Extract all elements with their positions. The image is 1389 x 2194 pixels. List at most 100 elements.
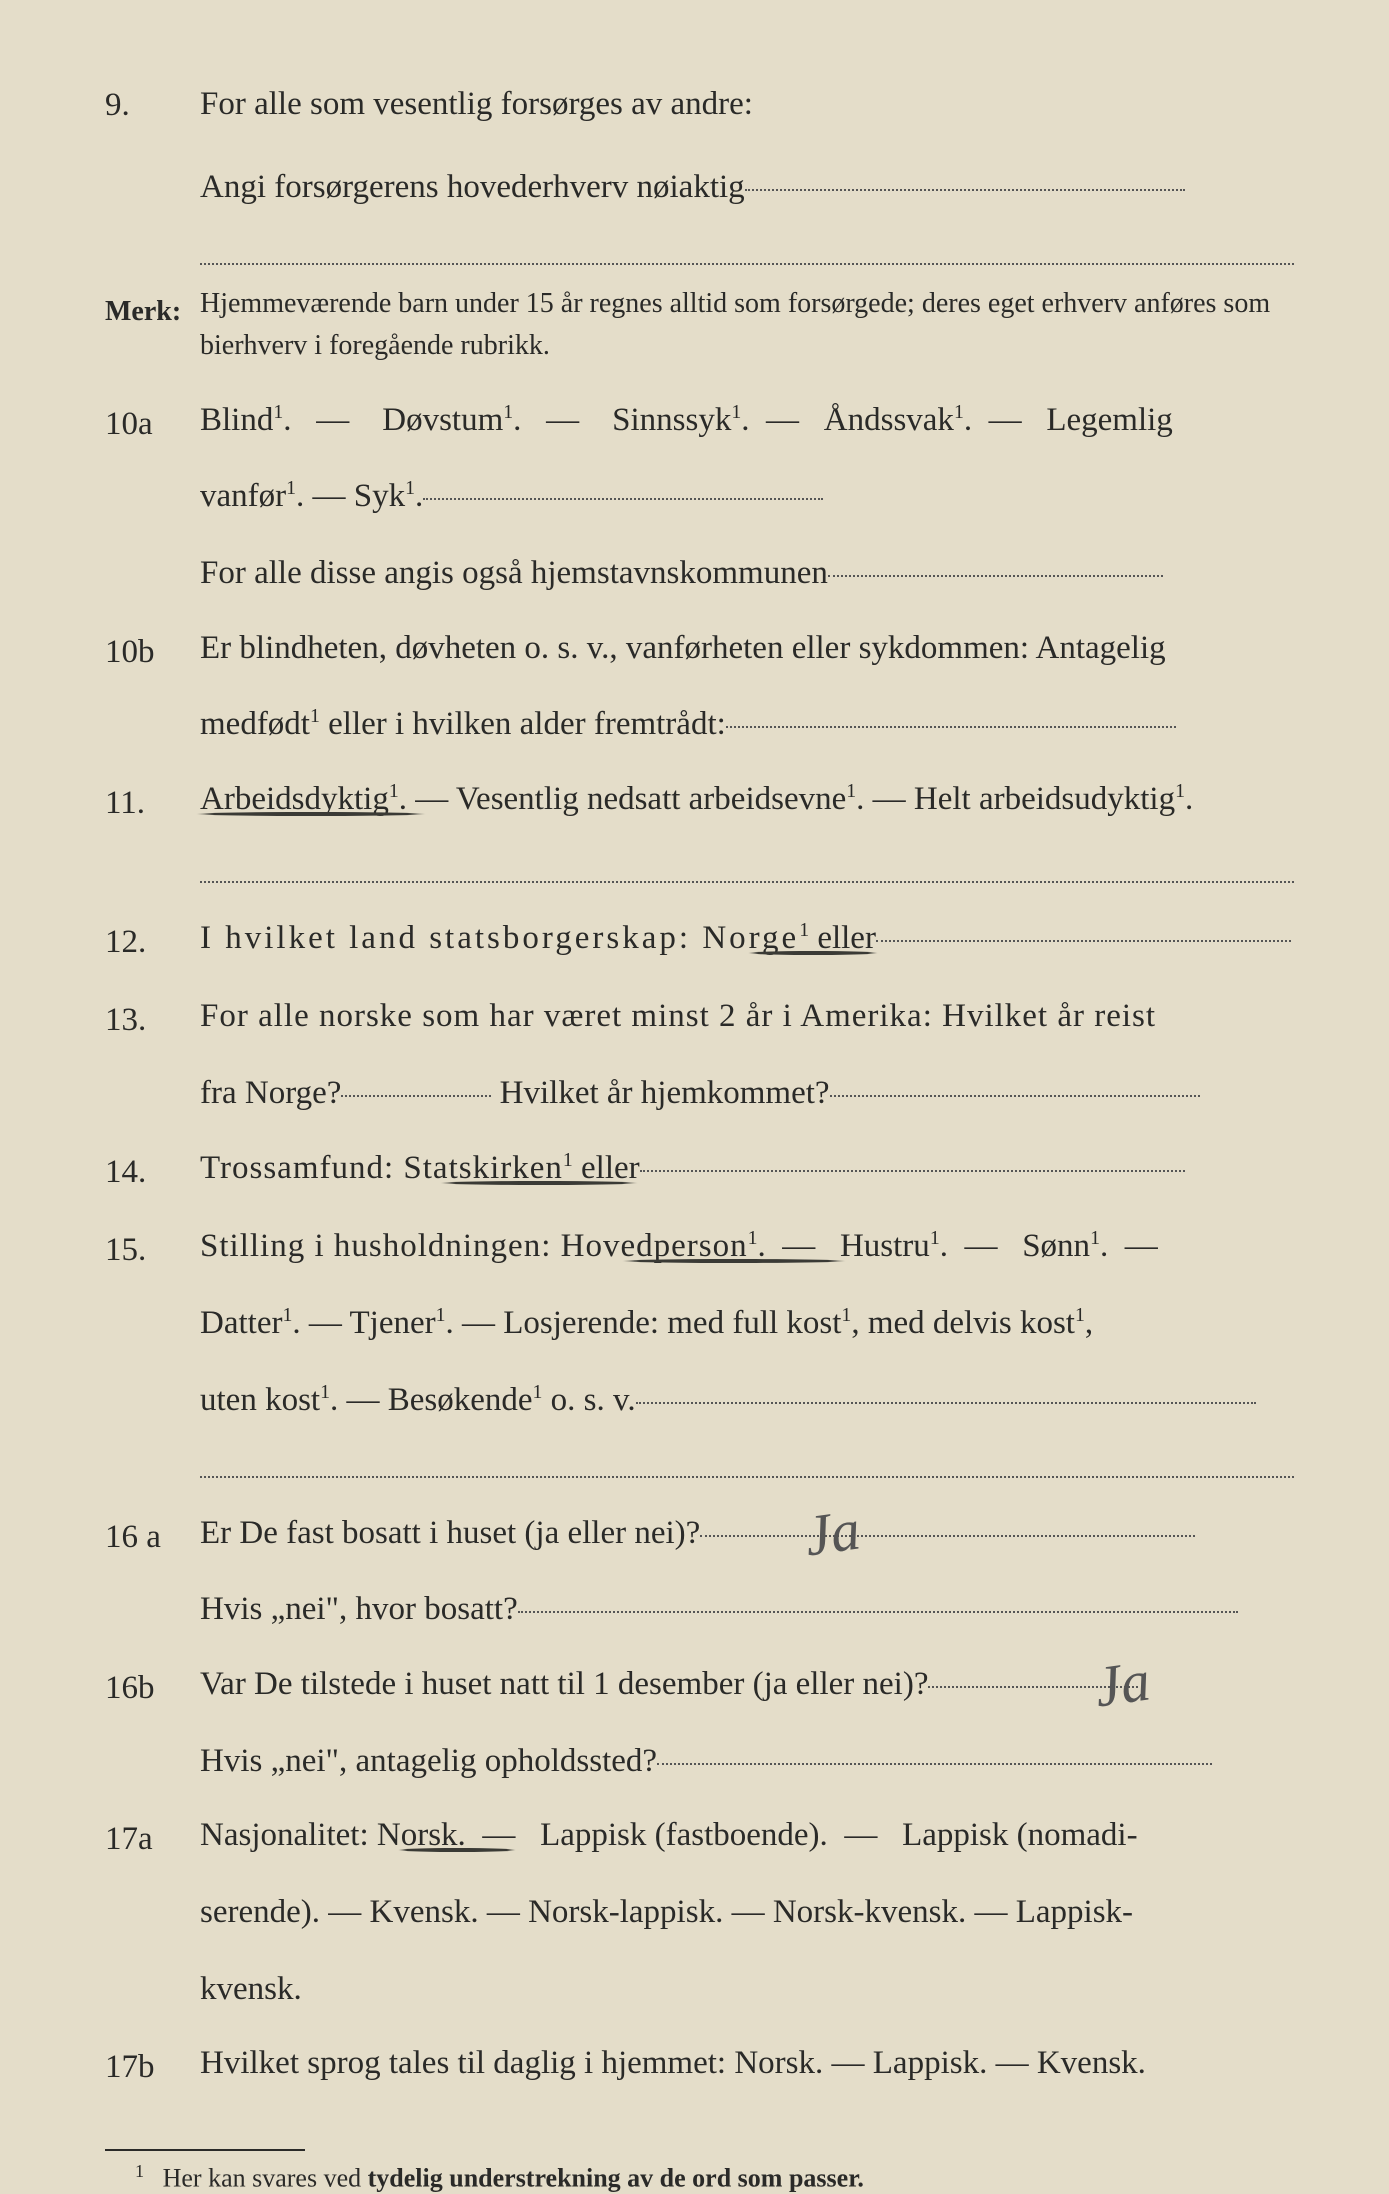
q16b-line1-text: Var De tilstede i huset natt til 1 desem… <box>200 1666 928 1702</box>
opt-uten-kost[interactable]: uten kost <box>200 1382 320 1418</box>
opt-medfodt[interactable]: medfødt <box>200 706 310 742</box>
footnote-rule <box>105 2149 305 2151</box>
blank-line[interactable] <box>726 726 1176 728</box>
question-16b: 16b Var De tilstede i huset natt til 1 d… <box>105 1653 1294 1792</box>
q10a-line3-text: For alle disse angis også hjemstavnskomm… <box>200 555 828 591</box>
q14-content: Trossamfund: Statskirken1 eller <box>200 1137 1294 1200</box>
q15-number: 15. <box>105 1215 200 1282</box>
opt-lappisk-kvensk-a[interactable]: Lappisk- <box>1016 1894 1133 1930</box>
question-15: 15. Stilling i husholdningen: Hovedperso… <box>105 1215 1294 1431</box>
q9-content: For alle som vesentlig forsørges av andr… <box>200 70 1294 223</box>
q16a-line2-text: Hvis „nei", hvor bosatt? <box>200 1591 518 1627</box>
opt-delvis-kost[interactable]: , med delvis kost <box>851 1305 1075 1341</box>
blank-line[interactable] <box>876 940 1291 942</box>
q10b-content: Er blindheten, døvheten o. s. v., vanfør… <box>200 617 1294 756</box>
opt-syk[interactable]: Syk <box>354 478 405 514</box>
q10a-line3: For alle disse angis også hjemstavnskomm… <box>200 555 1163 591</box>
opt-blind[interactable]: Blind <box>200 402 273 438</box>
blank-line[interactable] <box>423 498 823 500</box>
q9-line1: For alle som vesentlig forsørges av andr… <box>200 70 1294 139</box>
pen-underline-arbeidsdyktig <box>196 812 426 816</box>
q17a-line1: Nasjonalitet: Norsk. — Lappisk (fastboen… <box>200 1804 1294 1867</box>
opt-nedsatt[interactable]: Vesentlig nedsatt arbeidsevne <box>456 781 846 817</box>
blank-line[interactable] <box>745 189 1185 191</box>
q10b-line2: medfødt1 eller i hvilken alder fremtrådt… <box>200 706 1176 742</box>
opt-legemlig[interactable]: Legemlig <box>1046 402 1172 438</box>
q10b-line1: Er blindheten, døvheten o. s. v., vanfør… <box>200 617 1294 680</box>
q10a-content: Blind1. — Døvstum1. — Sinnssyk1. — Åndss… <box>200 389 1294 605</box>
q16a-content: Er De fast bosatt i huset (ja eller nei)… <box>200 1502 1294 1641</box>
opt-norsk-lappisk[interactable]: Norsk-lappisk. <box>528 1894 723 1930</box>
question-9: 9. For alle som vesentlig forsørges av a… <box>105 70 1294 223</box>
blank-full-line[interactable] <box>200 1476 1294 1478</box>
opt-hustru[interactable]: Hustru <box>840 1228 930 1264</box>
blank-line[interactable] <box>636 1402 1256 1404</box>
q11-number: 11. <box>105 768 200 835</box>
q12-number: 12. <box>105 907 200 974</box>
q11-content: Arbeidsdyktig1. — Vesentlig nedsatt arbe… <box>200 768 1294 831</box>
q9-line2: Angi forsørgerens hovederhverv nøiaktig <box>200 169 745 205</box>
q10a-line1: Blind1. — Døvstum1. — Sinnssyk1. — Åndss… <box>200 389 1294 452</box>
q13-line1: For alle norske som har været minst 2 år… <box>200 985 1294 1048</box>
footnote-number: 1 <box>135 2161 144 2181</box>
opt-kvensk[interactable]: Kvensk. <box>370 1894 479 1930</box>
footnote-text: Her kan svares ved <box>163 2164 368 2193</box>
blank-line[interactable] <box>518 1611 1238 1613</box>
q16a-line2: Hvis „nei", hvor bosatt? <box>200 1591 1238 1627</box>
blank-line[interactable] <box>341 1095 491 1097</box>
q13-line2: fra Norge? Hvilket år hjemkommet? <box>200 1075 1200 1111</box>
opt-besokende[interactable]: Besøkende <box>388 1382 533 1418</box>
question-12: 12. I hvilket land statsborgerskap: Norg… <box>105 907 1294 974</box>
opt-sprog-lappisk[interactable]: Lappisk. <box>873 2045 988 2081</box>
q15-line2: Datter1. — Tjener1. — Losjerende: med fu… <box>200 1292 1294 1355</box>
blank-line[interactable] <box>828 575 1163 577</box>
q12-content: I hvilket land statsborgerskap: Norge1 e… <box>200 907 1294 970</box>
census-form-page: 9. For alle som vesentlig forsørges av a… <box>105 70 1294 2194</box>
blank-full-line[interactable] <box>200 263 1294 265</box>
q16b-line2: Hvis „nei", antagelig opholdssted? <box>200 1743 1212 1779</box>
q13-line2a: fra Norge? <box>200 1075 341 1111</box>
blank-line[interactable] <box>640 1170 1185 1172</box>
opt-andssvak[interactable]: Åndssvak <box>824 402 954 438</box>
question-10a: 10a Blind1. — Døvstum1. — Sinnssyk1. — Å… <box>105 389 1294 605</box>
opt-dovstum[interactable]: Døvstum <box>382 402 503 438</box>
q13-number: 13. <box>105 985 200 1052</box>
q14-number: 14. <box>105 1137 200 1204</box>
question-16a: 16 a Er De fast bosatt i huset (ja eller… <box>105 1502 1294 1641</box>
opt-lappisk-nomad-a[interactable]: Lappisk (nomadi- <box>902 1817 1138 1853</box>
q16b-number: 16b <box>105 1653 200 1720</box>
opt-norsk-kvensk[interactable]: Norsk-kvensk. <box>773 1894 966 1930</box>
blank-line[interactable] <box>700 1535 1195 1537</box>
question-14: 14. Trossamfund: Statskirken1 eller <box>105 1137 1294 1204</box>
opt-sprog-kvensk[interactable]: Kvensk. <box>1037 2045 1146 2081</box>
opt-sonn[interactable]: Sønn <box>1022 1228 1090 1264</box>
q17a-pre: Nasjonalitet: <box>200 1817 377 1853</box>
blank-line[interactable] <box>657 1763 1212 1765</box>
q12-text-a: I hvilket land statsborgerskap: Norge <box>200 920 799 956</box>
q10b-line2b: eller i hvilken alder fremtrådt: <box>320 706 726 742</box>
q16a-line1: Er De fast bosatt i huset (ja eller nei)… <box>200 1502 1294 1565</box>
opt-lappisk-nomad-b[interactable]: serende). <box>200 1894 320 1930</box>
opt-lappisk-fast[interactable]: Lappisk (fastboende). <box>540 1817 828 1853</box>
opt-datter[interactable]: Datter <box>200 1305 282 1341</box>
q16a-line1-text: Er De fast bosatt i huset (ja eller nei)… <box>200 1515 700 1551</box>
blank-line[interactable] <box>830 1095 1200 1097</box>
q15-osv: o. s. v. <box>542 1382 635 1418</box>
q17a-content: Nasjonalitet: Norsk. — Lappisk (fastboen… <box>200 1804 1294 2020</box>
q15-line1: Stilling i husholdningen: Hovedperson1. … <box>200 1215 1294 1278</box>
opt-udyktig[interactable]: Helt arbeidsudyktig <box>914 781 1175 817</box>
opt-sprog-norsk[interactable]: Norsk. <box>734 2045 823 2081</box>
opt-tjener[interactable]: Tjener <box>350 1305 436 1341</box>
q16a-number: 16 a <box>105 1502 200 1569</box>
opt-sinnssyk[interactable]: Sinnssyk <box>612 402 731 438</box>
opt-lappisk-kvensk-b[interactable]: kvensk. <box>200 1971 302 2007</box>
merk-label: Merk: <box>105 283 200 338</box>
q17a-line2: serende). — Kvensk. — Norsk-lappisk. — N… <box>200 1881 1294 1944</box>
opt-vanfor[interactable]: vanfør <box>200 478 286 514</box>
q13-line2b: Hvilket år hjemkommet? <box>500 1075 830 1111</box>
merk-text: Hjemmeværende barn under 15 år regnes al… <box>200 283 1294 367</box>
blank-full-line[interactable] <box>200 881 1294 883</box>
opt-losjerende-full[interactable]: Losjerende: med full kost <box>503 1305 841 1341</box>
q9-number: 9. <box>105 70 200 137</box>
q17b-content: Hvilket sprog tales til daglig i hjemmet… <box>200 2032 1294 2095</box>
